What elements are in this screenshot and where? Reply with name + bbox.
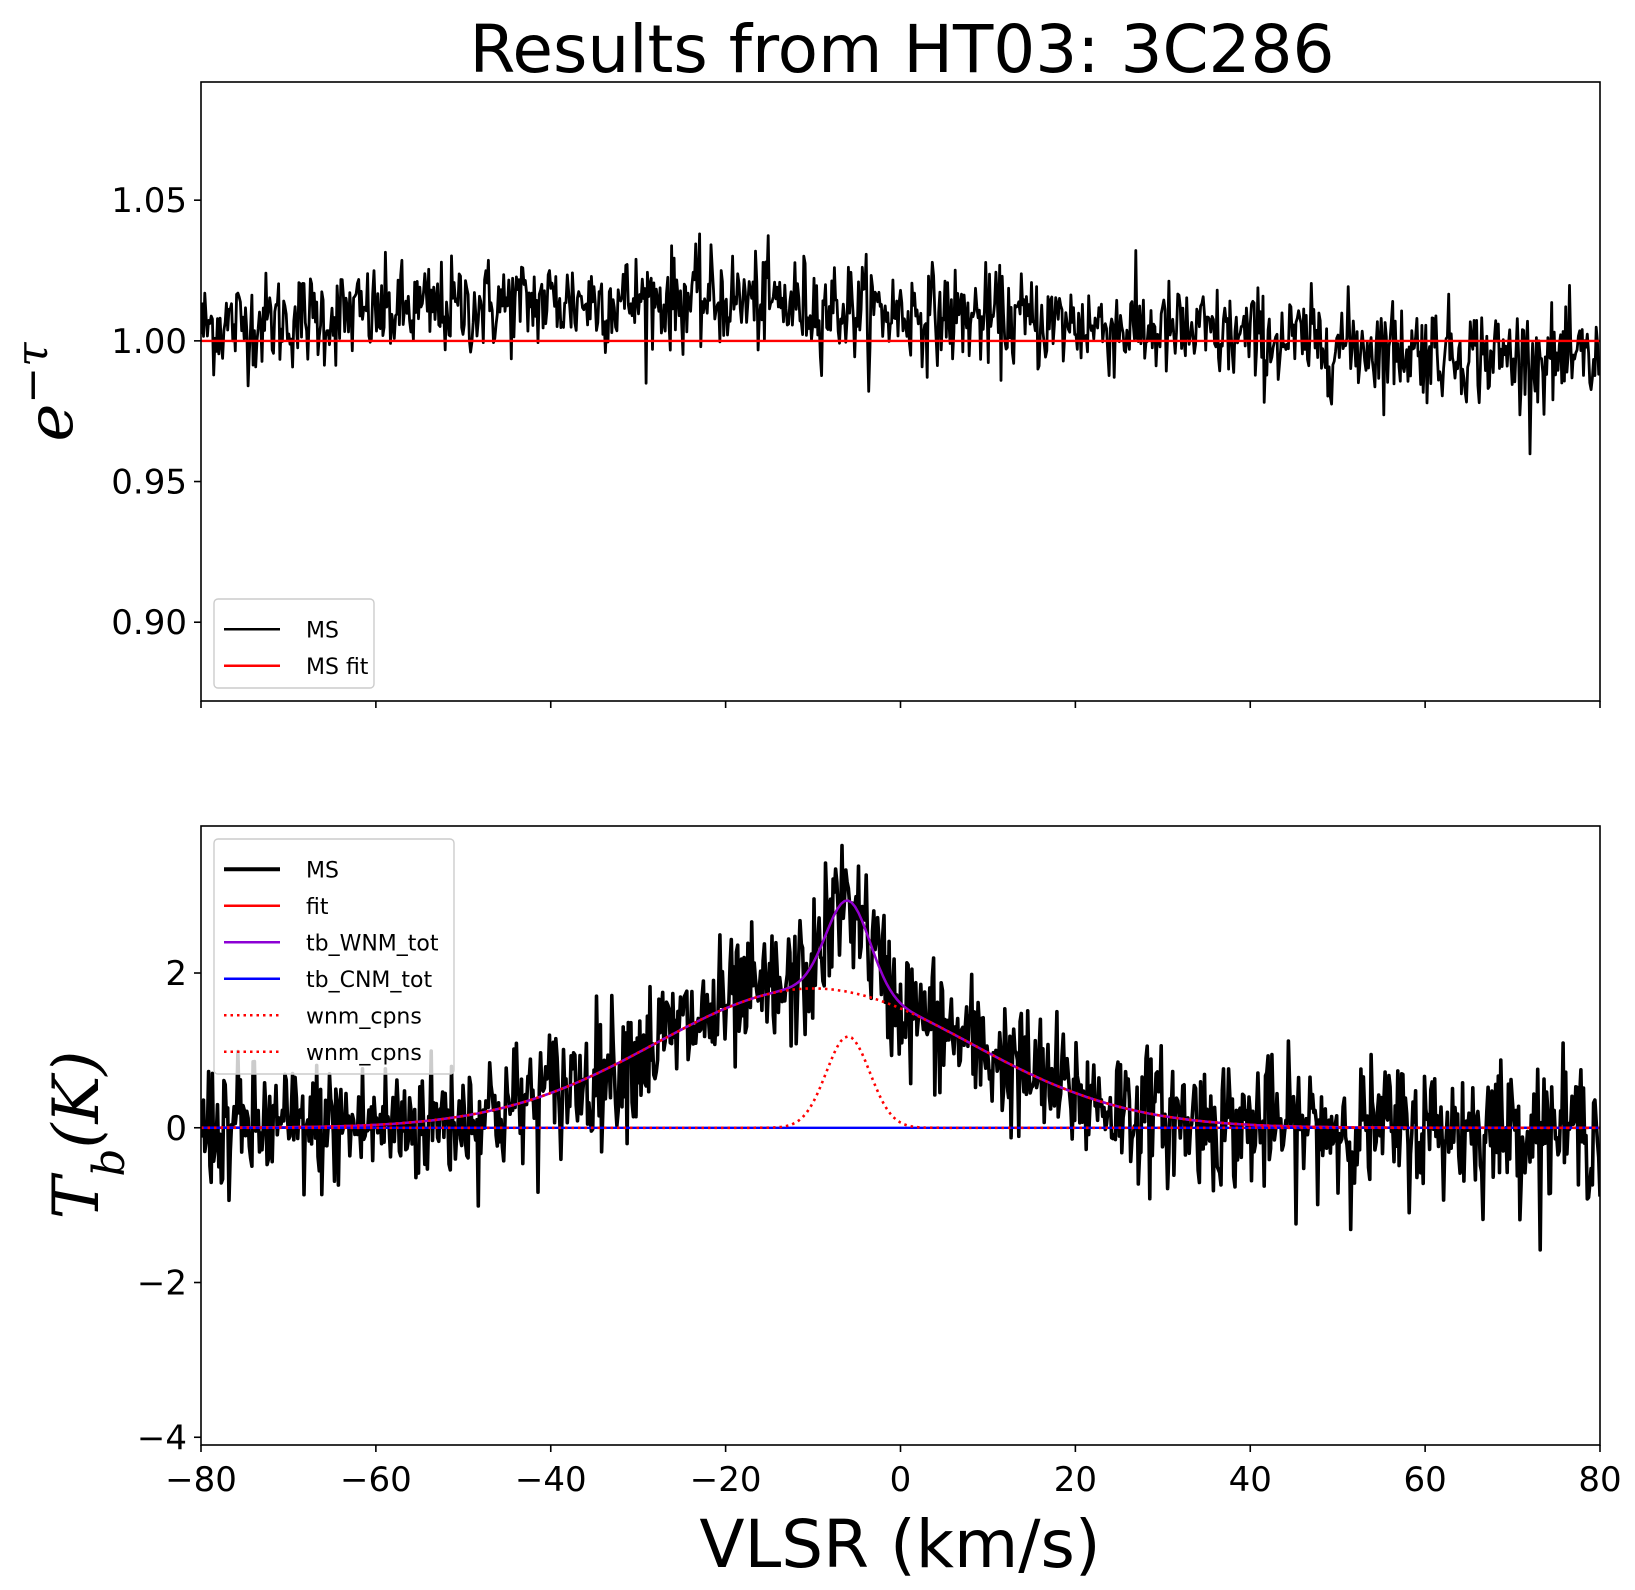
bottom-xlabel: VLSR (km/s) [699, 1506, 1100, 1583]
bottom-series-wnm-cpns-4 [201, 987, 1600, 1130]
bottom-xtick-label: −40 [515, 1460, 587, 1500]
bottom-legend-label: tb_CNM_tot [306, 968, 432, 993]
bottom-legend: MS fit tb_WNM_tot tb_CNM_tot wnm_cpns wnm_cpn… [213, 838, 455, 1075]
bottom-legend-label: MS [306, 858, 339, 883]
top-ytick-label: 0.90 [111, 603, 187, 643]
bottom-legend-box [213, 838, 455, 1075]
bottom-plot-area [201, 843, 1600, 1252]
top-panel-frame [200, 81, 1601, 702]
bottom-xtick-label: −20 [690, 1460, 762, 1500]
top-ytick-label: 0.95 [111, 463, 187, 503]
top-legend-label: MS fit [306, 655, 369, 680]
bottom-legend-label: wnm_cpns [306, 1041, 422, 1066]
bottom-panel: −80 −60 −40 −20 0 20 40 60 80−4−202 Tb(K) VLSR (… [40, 825, 1622, 1583]
bottom-xtick-label: −80 [165, 1460, 237, 1500]
bottom-series-wnm-cpns-5 [201, 1035, 1600, 1130]
bottom-xtick-label: 60 [1403, 1460, 1446, 1500]
top-ytick-label: 1.00 [111, 322, 187, 362]
bottom-ytick-label: 0 [165, 1109, 187, 1149]
bottom-axes: −80 −60 −40 −20 0 20 40 60 80−4−202 [137, 954, 1622, 1500]
top-panel: 0.90 0.95 1.00 1.05 e−τ MS MS fit [7, 81, 1601, 708]
chart-title: Results from HT03: 3C286 [469, 11, 1334, 88]
bottom-xtick-label: 0 [890, 1460, 912, 1500]
bottom-ytick-label: −4 [137, 1418, 187, 1458]
bottom-legend-label: wnm_cpns [306, 1004, 422, 1029]
bottom-ytick-label: 2 [165, 954, 187, 994]
bottom-ylabel: Tb(K) [40, 1051, 135, 1220]
bottom-xtick-label: 40 [1229, 1460, 1272, 1500]
top-plot-area [201, 232, 1600, 456]
bottom-xtick-label: 20 [1054, 1460, 1097, 1500]
top-ylabel: e−τ [7, 342, 89, 442]
top-legend-label: MS [306, 618, 339, 643]
top-axes: 0.90 0.95 1.00 1.05 [111, 181, 1601, 708]
bottom-legend-label: fit [306, 895, 329, 920]
bottom-legend-label: tb_WNM_tot [306, 931, 439, 956]
top-ytick-label: 1.05 [111, 181, 187, 221]
bottom-xtick-label: −60 [340, 1460, 412, 1500]
bottom-xtick-label: 80 [1578, 1460, 1621, 1500]
bottom-series-ms-0 [201, 843, 1600, 1252]
bottom-ytick-label: −2 [137, 1264, 187, 1304]
top-series-ms-0 [201, 232, 1600, 456]
top-legend: MS MS fit [213, 598, 375, 689]
